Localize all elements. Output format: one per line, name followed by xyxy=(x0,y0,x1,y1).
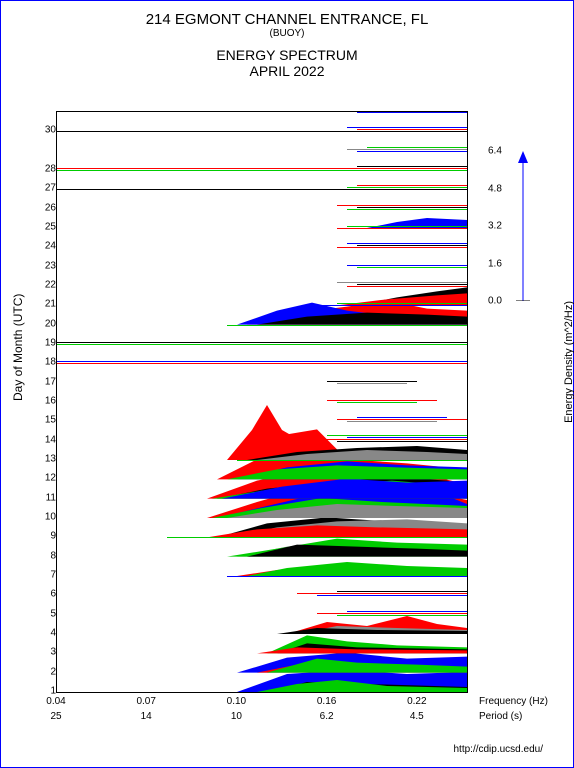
spectrum-shape xyxy=(57,112,467,692)
y-tick: 13 xyxy=(45,454,56,465)
energy-tick: 3.2 xyxy=(488,221,502,232)
x-label-period: Period (s) xyxy=(479,711,522,722)
y-tick: 30 xyxy=(45,125,56,136)
spectrum-line xyxy=(357,151,467,152)
y-tick: 28 xyxy=(45,164,56,175)
y-tick: 27 xyxy=(45,183,56,194)
y-tick: 22 xyxy=(45,280,56,291)
y-tick: 16 xyxy=(45,396,56,407)
y-tick: 19 xyxy=(45,338,56,349)
energy-arrow-icon xyxy=(513,151,533,301)
chart-container: 214 EGMONT CHANNEL ENTRANCE, FL (BUOY) E… xyxy=(0,0,574,768)
spectrum-line xyxy=(357,185,467,186)
spectrum-line xyxy=(347,226,467,227)
x-tick-period: 14 xyxy=(141,711,152,722)
title-block: 214 EGMONT CHANNEL ENTRANCE, FL (BUOY) E… xyxy=(1,1,573,79)
spectrum-line xyxy=(347,187,467,188)
x-tick-freq: 0.22 xyxy=(407,696,426,707)
spectrum-line xyxy=(57,131,467,132)
y-tick: 25 xyxy=(45,222,56,233)
plot-area xyxy=(56,111,468,693)
x-tick-freq: 0.04 xyxy=(46,696,65,707)
energy-tick: 1.6 xyxy=(488,258,502,269)
y-tick: 10 xyxy=(45,512,56,523)
y-axis-label: Day of Month (UTC) xyxy=(11,294,25,401)
spectrum-line xyxy=(357,166,467,167)
spectrum-line xyxy=(347,127,467,128)
title-spectrum: ENERGY SPECTRUM xyxy=(1,47,573,63)
spectrum-line xyxy=(337,205,467,206)
spectrum-line xyxy=(347,209,467,210)
energy-scale: Energy Density (m^2/Hz) 0.01.63.24.86.4 xyxy=(488,151,558,311)
y-tick: 12 xyxy=(45,473,56,484)
x-tick-period: 10 xyxy=(231,711,242,722)
x-tick-freq: 0.16 xyxy=(317,696,336,707)
spectrum-line xyxy=(367,147,467,148)
energy-tick: 6.4 xyxy=(488,146,502,157)
x-tick-period: 6.2 xyxy=(320,711,334,722)
x-tick-freq: 0.10 xyxy=(227,696,246,707)
spectrum-line xyxy=(347,149,467,150)
y-tick: 21 xyxy=(45,299,56,310)
spectrum-line xyxy=(57,189,467,190)
spectrum-line xyxy=(357,112,467,113)
title-sub: (BUOY) xyxy=(1,28,573,39)
x-tick-period: 25 xyxy=(50,711,61,722)
x-label-freq: Frequency (Hz) xyxy=(479,696,548,707)
spectrum-line xyxy=(57,170,467,171)
energy-tick: 0.0 xyxy=(488,296,502,307)
y-tick: 23 xyxy=(45,260,56,271)
spectrum-line xyxy=(357,129,467,130)
y-tick: 15 xyxy=(45,415,56,426)
energy-tick: 4.8 xyxy=(488,183,502,194)
y-tick: 14 xyxy=(45,434,56,445)
y-tick: 26 xyxy=(45,202,56,213)
spectrum-line xyxy=(337,228,467,229)
y-tick: 17 xyxy=(45,376,56,387)
x-tick-period: 4.5 xyxy=(410,711,424,722)
y-axis: 1234567891011121314151617181920212223242… xyxy=(26,111,56,691)
y-tick: 11 xyxy=(46,492,56,503)
x-tick-freq: 0.07 xyxy=(136,696,155,707)
energy-label: Energy Density (m^2/Hz) xyxy=(563,301,574,423)
spectrum-line xyxy=(57,168,467,169)
y-tick: 18 xyxy=(45,357,56,368)
title-date: APRIL 2022 xyxy=(1,63,573,79)
spectrum-line xyxy=(357,207,467,208)
y-tick: 20 xyxy=(45,318,56,329)
footer-url: http://cdip.ucsd.edu/ xyxy=(453,744,543,755)
title-main: 214 EGMONT CHANNEL ENTRANCE, FL xyxy=(1,11,573,28)
y-tick: 24 xyxy=(45,241,56,252)
